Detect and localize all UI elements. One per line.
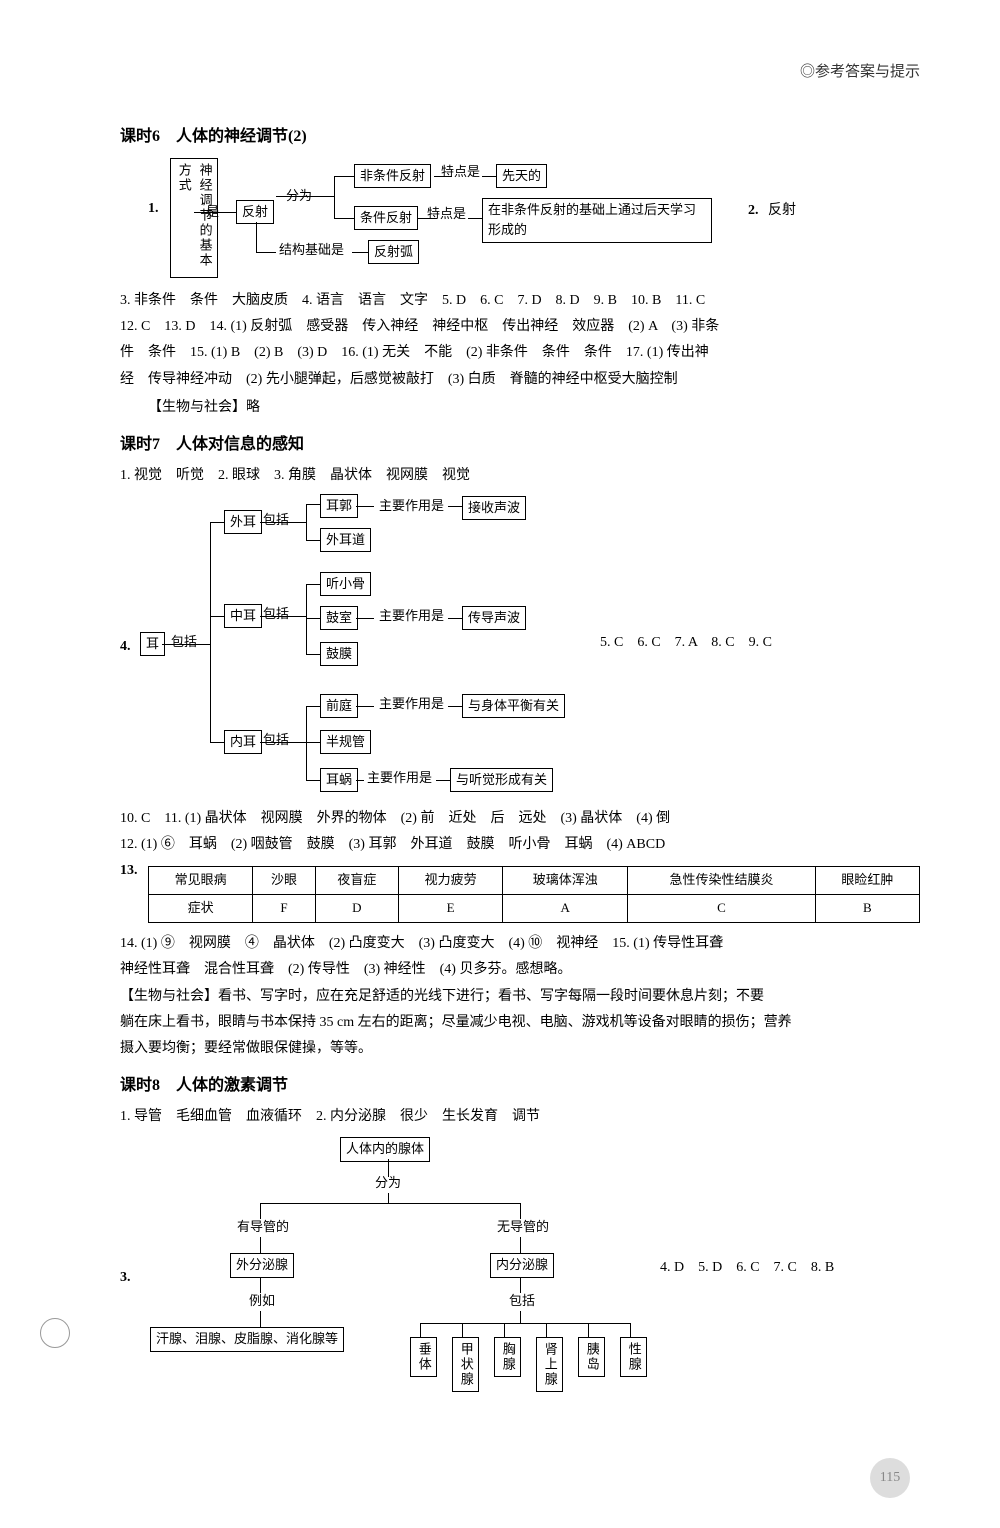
d3-adrenal: 肾上腺 xyxy=(536,1337,563,1392)
td4: C xyxy=(628,895,816,923)
lesson8-title: 课时8 人体的激素调节 xyxy=(120,1073,920,1099)
q2-ans: 反射 xyxy=(768,200,796,222)
d3-hasduct: 有导管的 xyxy=(234,1217,292,1238)
d3-gonad: 性腺 xyxy=(620,1337,647,1377)
d1-cond: 条件反射 xyxy=(354,206,418,231)
l7-bio3: 摄入要均衡；要经常做眼保健操，等等。 xyxy=(120,1038,920,1060)
l7-bio2: 躺在床上看书，眼睛与书本保持 35 cm 左右的距离；尽量减少电视、电脑、游戏机… xyxy=(120,1012,920,1034)
lesson7-diagram: 4. 耳 包括 外耳 包括 耳郭 外耳道 主要作用是 接收声波 中耳 包括 听小… xyxy=(120,496,920,796)
l7-right-ans: 5. C 6. C 7. A 8. C 9. C xyxy=(600,632,772,654)
d1-struct: 结构基础是 xyxy=(276,240,347,261)
l6-line4: 经 传导神经冲动 (2) 先小腿弹起，后感觉被敲打 (3) 白质 脊髓的神经中枢… xyxy=(120,369,920,391)
d2-role2: 主要作用是 xyxy=(376,606,447,627)
d2-role1: 主要作用是 xyxy=(376,496,447,517)
d2-drum: 鼓膜 xyxy=(320,642,358,667)
d2-auricle: 耳郭 xyxy=(320,494,358,519)
l7-line3: 12. (1) ⑥ 耳蜗 (2) 咽鼓管 鼓膜 (3) 耳郭 外耳道 鼓膜 听小… xyxy=(120,834,920,856)
d2-inc1: 包括 xyxy=(260,510,292,531)
q2-label: 2. xyxy=(748,200,759,222)
d2-conduct: 传导声波 xyxy=(462,606,526,631)
th4: 玻璃体浑浊 xyxy=(503,867,628,895)
d3-noduct: 无导管的 xyxy=(494,1217,552,1238)
d2-ossicle: 听小骨 xyxy=(320,572,371,597)
page-number: 115 xyxy=(870,1458,910,1498)
th2: 夜盲症 xyxy=(315,867,398,895)
d3-top: 人体内的腺体 xyxy=(340,1137,430,1162)
l7-bio1: 【生物与社会】看书、写字时，应在充足舒适的光线下进行；看书、写字每隔一段时间要休… xyxy=(120,986,920,1008)
d2-inc2: 包括 xyxy=(260,604,292,625)
d3-example: 例如 xyxy=(246,1291,278,1312)
d2-cochlea: 耳蜗 xyxy=(320,768,358,793)
l8-line1: 1. 导管 毛细血管 血液循环 2. 内分泌腺 很少 生长发育 调节 xyxy=(120,1106,920,1128)
l7-line4: 14. (1) ⑨ 视网膜 ④ 晶状体 (2) 凸度变大 (3) 凸度变大 (4… xyxy=(120,933,920,955)
th0: 常见眼病 xyxy=(149,867,253,895)
th5: 急性传染性结膜炎 xyxy=(628,867,816,895)
d3-islet: 胰岛 xyxy=(578,1337,605,1377)
d2-canal: 外耳道 xyxy=(320,528,371,553)
th3: 视力疲劳 xyxy=(399,867,503,895)
q1-label: 1. xyxy=(148,198,159,220)
l8-right-ans: 4. D 5. D 6. C 7. C 8. B xyxy=(660,1257,834,1279)
d2-role3: 主要作用是 xyxy=(376,694,447,715)
d3-div: 分为 xyxy=(372,1173,404,1194)
d2-inc3: 包括 xyxy=(260,730,292,751)
d2-outer: 外耳 xyxy=(224,510,262,535)
d2-vestibule: 前庭 xyxy=(320,694,358,719)
margin-circle-icon xyxy=(40,1318,70,1348)
d1-feat2: 特点是 xyxy=(424,204,469,225)
d2-hearing: 与听觉形成有关 xyxy=(450,768,553,793)
q4-label: 4. xyxy=(120,636,131,658)
d3-exo: 外分泌腺 xyxy=(230,1253,294,1278)
d3-exo-ex: 汗腺、泪腺、皮脂腺、消化腺等 xyxy=(150,1327,344,1352)
l7-line5: 神经性耳聋 混合性耳聋 (2) 传导性 (3) 神经性 (4) 贝多芬。感想略。 xyxy=(120,959,920,981)
d2-inner: 内耳 xyxy=(224,730,262,755)
q13-table: 常见眼病 沙眼 夜盲症 视力疲劳 玻璃体浑浊 急性传染性结膜炎 眼睑红肿 症状 … xyxy=(148,866,920,923)
d1-innate: 先天的 xyxy=(496,164,547,189)
d1-arc: 反射弧 xyxy=(368,240,419,265)
page-header: ◎参考答案与提示 xyxy=(120,60,920,84)
d2-semi: 半规管 xyxy=(320,730,371,755)
d2-balance: 与身体平衡有关 xyxy=(462,694,565,719)
th1: 沙眼 xyxy=(253,867,316,895)
td1: D xyxy=(315,895,398,923)
l7-line2: 10. C 11. (1) 晶状体 视网膜 外界的物体 (2) 前 近处 后 远… xyxy=(120,808,920,830)
l6-bio-note: 【生物与社会】略 xyxy=(148,397,920,419)
td2: E xyxy=(399,895,503,923)
td0: F xyxy=(253,895,316,923)
td3: A xyxy=(503,895,628,923)
td5: B xyxy=(815,895,919,923)
lesson6-title: 课时6 人体的神经调节(2) xyxy=(120,124,920,150)
d2-drumchamber: 鼓室 xyxy=(320,606,358,631)
d3-inc: 包括 xyxy=(506,1291,538,1312)
lesson8-diagram: 3. 人体内的腺体 分为 有导管的 无导管的 外分泌腺 内分泌腺 例如 包括 汗… xyxy=(120,1137,920,1397)
d3-thymus: 胸腺 xyxy=(494,1337,521,1377)
d1-feat1: 特点是 xyxy=(438,162,483,183)
d1-reflection: 反射 xyxy=(236,200,274,225)
l7-line1: 1. 视觉 听觉 2. 眼球 3. 角膜 晶状体 视网膜 视觉 xyxy=(120,465,920,487)
d3-thy: 甲状腺 xyxy=(452,1337,479,1392)
lesson6-diagram: 1. 神经调节的基本方式 是 反射 分为 非条件反射 条件反射 特点是 先天的 … xyxy=(148,158,920,278)
d2-inc0: 包括 xyxy=(168,632,200,653)
d1-uncond: 非条件反射 xyxy=(354,164,431,189)
th6: 眼睑红肿 xyxy=(815,867,919,895)
l6-line2: 12. C 13. D 14. (1) 反射弧 感受器 传入神经 神经中枢 传出… xyxy=(120,316,920,338)
l6-line3: 件 条件 15. (1) B (2) B (3) D 16. (1) 无关 不能… xyxy=(120,342,920,364)
q13-label: 13. xyxy=(120,860,148,882)
d1-acquired: 在非条件反射的基础上通过后天学习形成的 xyxy=(482,198,712,244)
d3-endo: 内分泌腺 xyxy=(490,1253,554,1278)
q3-label: 3. xyxy=(120,1267,131,1289)
d2-middle: 中耳 xyxy=(224,604,262,629)
d2-role4: 主要作用是 xyxy=(364,768,435,789)
d3-pit: 垂体 xyxy=(410,1337,437,1377)
l6-line1: 3. 非条件 条件 大脑皮质 4. 语言 语言 文字 5. D 6. C 7. … xyxy=(120,290,920,312)
tr-label: 症状 xyxy=(149,895,253,923)
lesson7-title: 课时7 人体对信息的感知 xyxy=(120,432,920,458)
d2-recv: 接收声波 xyxy=(462,496,526,521)
